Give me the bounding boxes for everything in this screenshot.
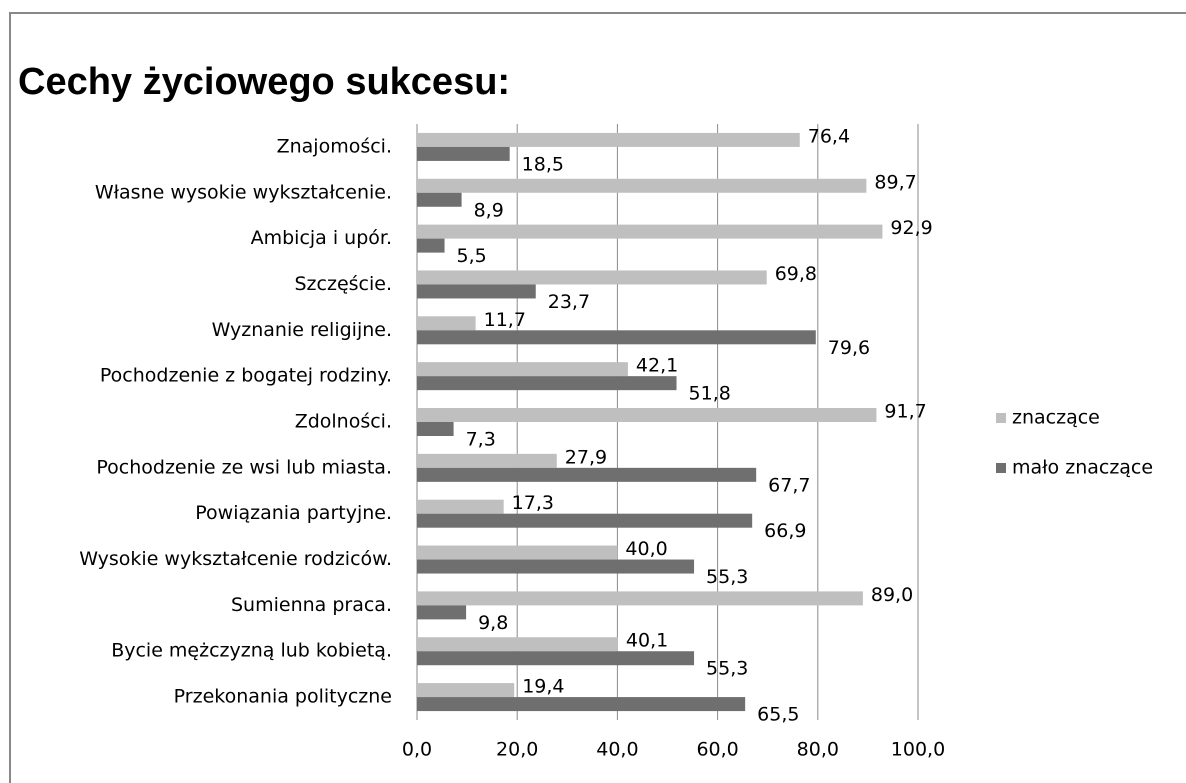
value-label: 11,7 bbox=[484, 309, 526, 331]
y-tick-label: Pochodzenie ze wsi lub miasta. bbox=[96, 456, 392, 478]
bar bbox=[417, 238, 445, 253]
bar bbox=[417, 513, 753, 528]
value-label: 7,3 bbox=[466, 429, 496, 451]
value-label: 42,1 bbox=[636, 355, 678, 377]
bar bbox=[417, 316, 476, 331]
bar bbox=[417, 697, 746, 712]
bar bbox=[417, 178, 867, 193]
y-tick-label: Szczęście. bbox=[295, 273, 393, 295]
value-label: 40,1 bbox=[626, 630, 668, 652]
value-label: 76,4 bbox=[808, 125, 850, 147]
bar bbox=[417, 146, 510, 161]
x-tick-label: 60,0 bbox=[696, 739, 738, 761]
bar bbox=[417, 362, 628, 377]
y-tick-label: Bycie mężczyzną lub kobietą. bbox=[111, 640, 392, 662]
y-tick-label: Własne wysokie wykształcenie. bbox=[95, 181, 392, 203]
value-label: 18,5 bbox=[522, 153, 564, 175]
chart-title: Cechy życiowego sukcesu: bbox=[18, 61, 510, 103]
bar bbox=[417, 270, 767, 285]
y-tick-label: Przekonania polityczne bbox=[174, 686, 392, 708]
value-label: 9,8 bbox=[478, 612, 508, 634]
value-label: 8,9 bbox=[474, 199, 504, 221]
legend-swatch bbox=[996, 463, 1006, 473]
y-tick-label: Znajomości. bbox=[277, 135, 392, 157]
value-label: 55,3 bbox=[706, 566, 748, 588]
bar bbox=[417, 376, 677, 391]
bar bbox=[417, 132, 800, 147]
y-tick-label: Sumienna praca. bbox=[231, 594, 392, 616]
value-label: 66,9 bbox=[764, 520, 806, 542]
bar bbox=[417, 408, 877, 422]
y-tick-label: Ambicja i upór. bbox=[251, 227, 392, 249]
x-tick-label: 0,0 bbox=[402, 739, 432, 761]
value-label: 91,7 bbox=[884, 401, 926, 423]
y-tick-label: Pochodzenie z bogatej rodziny. bbox=[100, 365, 392, 387]
frame bbox=[9, 12, 1186, 783]
value-label: 27,9 bbox=[565, 446, 607, 468]
x-tick-label: 40,0 bbox=[596, 739, 638, 761]
value-label: 79,6 bbox=[828, 337, 870, 359]
bar bbox=[417, 605, 467, 620]
value-label: 89,7 bbox=[874, 171, 916, 193]
bar bbox=[417, 330, 816, 345]
y-tick-label: Powiązania partyjne. bbox=[195, 502, 392, 524]
x-tick-label: 100,0 bbox=[891, 739, 945, 761]
bar bbox=[417, 637, 618, 652]
legend-label: mało znaczące bbox=[1012, 457, 1153, 479]
value-label: 65,5 bbox=[757, 704, 799, 726]
bar bbox=[417, 453, 557, 468]
value-label: 40,0 bbox=[625, 538, 667, 560]
bar bbox=[417, 224, 883, 239]
value-label: 67,7 bbox=[768, 474, 810, 496]
value-label: 5,5 bbox=[457, 245, 487, 267]
x-tick-label: 20,0 bbox=[496, 739, 538, 761]
x-tick-label: 80,0 bbox=[797, 739, 839, 761]
y-tick-label: Wyznanie religijne. bbox=[212, 319, 392, 341]
value-label: 89,0 bbox=[871, 584, 913, 606]
value-label: 51,8 bbox=[689, 383, 731, 405]
bar bbox=[417, 683, 515, 698]
value-label: 55,3 bbox=[706, 658, 748, 680]
value-label: 19,4 bbox=[522, 676, 564, 698]
bar bbox=[417, 545, 618, 560]
bar bbox=[417, 192, 462, 207]
bar bbox=[417, 467, 757, 482]
legend-label: znaczące bbox=[1012, 407, 1100, 429]
y-tick-label: Wysokie wykształcenie rodziców. bbox=[79, 548, 392, 570]
legend-swatch bbox=[996, 413, 1006, 423]
value-label: 17,3 bbox=[512, 492, 554, 514]
bar bbox=[417, 559, 695, 574]
y-tick-label: Zdolności. bbox=[295, 411, 392, 433]
bar bbox=[417, 591, 863, 606]
bar bbox=[417, 499, 504, 514]
value-label: 23,7 bbox=[548, 291, 590, 313]
bar bbox=[417, 651, 695, 666]
value-label: 69,8 bbox=[775, 263, 817, 285]
value-label: 92,9 bbox=[890, 217, 932, 239]
bar bbox=[417, 422, 454, 436]
bar bbox=[417, 284, 536, 299]
